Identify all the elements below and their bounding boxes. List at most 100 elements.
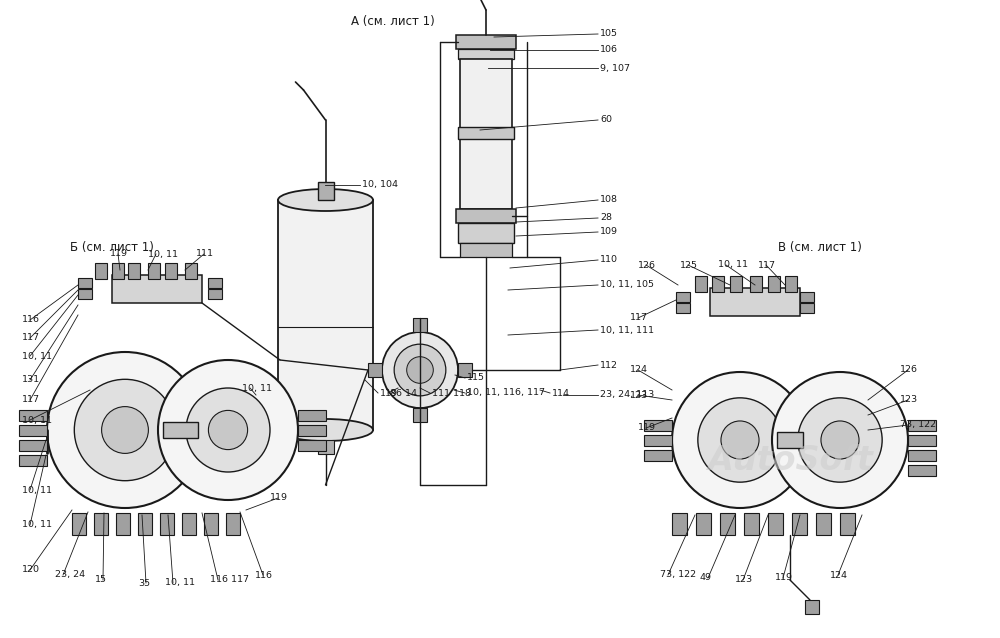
Bar <box>72 513 86 535</box>
Text: 49: 49 <box>700 574 712 582</box>
Bar <box>800 303 814 313</box>
Text: 124: 124 <box>830 570 848 579</box>
Text: 106: 106 <box>600 45 618 54</box>
Bar <box>456 209 516 223</box>
Bar <box>458 126 514 138</box>
Bar <box>908 420 936 431</box>
Bar <box>185 263 197 279</box>
Text: 117: 117 <box>758 260 776 269</box>
Text: 73, 122: 73, 122 <box>900 420 936 429</box>
Text: 10, 11, 111: 10, 11, 111 <box>600 325 654 334</box>
Text: 119: 119 <box>380 389 398 397</box>
Bar <box>712 276 724 292</box>
Circle shape <box>102 406 148 454</box>
Bar <box>458 363 472 377</box>
Text: 111: 111 <box>196 249 214 258</box>
Bar <box>908 465 936 476</box>
Text: 9, 107: 9, 107 <box>600 64 630 73</box>
Circle shape <box>394 344 446 396</box>
Circle shape <box>821 421 859 459</box>
Bar <box>95 263 107 279</box>
Bar <box>768 276 780 292</box>
Text: 115: 115 <box>467 373 485 383</box>
Bar <box>19 455 47 466</box>
Bar <box>160 513 174 535</box>
Text: 120: 120 <box>22 565 40 574</box>
Text: AutoSoft: AutoSoft <box>707 443 873 477</box>
Bar <box>805 600 819 614</box>
Bar <box>460 243 512 257</box>
Bar <box>908 450 936 461</box>
Bar <box>460 59 512 209</box>
Text: 119: 119 <box>638 424 656 433</box>
Text: 125: 125 <box>680 260 698 269</box>
Text: 117: 117 <box>22 396 40 404</box>
Bar <box>800 292 814 302</box>
Bar <box>128 263 140 279</box>
Bar <box>458 49 514 59</box>
Bar <box>768 513 783 535</box>
Bar <box>318 440 334 454</box>
Text: 117: 117 <box>630 313 648 322</box>
Bar <box>644 450 672 461</box>
Bar <box>816 513 831 535</box>
Text: 110: 110 <box>600 255 618 265</box>
Circle shape <box>158 360 298 500</box>
Circle shape <box>672 372 808 508</box>
Text: 108: 108 <box>600 195 618 205</box>
Text: В (см. лист 1): В (см. лист 1) <box>778 242 862 255</box>
Text: 23, 24, 113: 23, 24, 113 <box>600 390 654 399</box>
Bar <box>368 363 382 377</box>
Text: 10, 11, 116, 117: 10, 11, 116, 117 <box>467 389 545 397</box>
Text: 131: 131 <box>22 376 40 385</box>
Bar <box>644 420 672 431</box>
Text: 111 118: 111 118 <box>432 389 471 397</box>
Text: 123: 123 <box>900 396 918 404</box>
Text: 119: 119 <box>270 494 288 503</box>
Text: 86 14: 86 14 <box>390 389 417 397</box>
Bar <box>730 276 742 292</box>
Bar <box>94 513 108 535</box>
Circle shape <box>47 352 203 508</box>
Bar <box>840 513 855 535</box>
Bar <box>298 410 326 421</box>
Text: 35: 35 <box>138 579 150 588</box>
Bar <box>676 292 690 302</box>
Bar <box>696 513 711 535</box>
Text: 116 117: 116 117 <box>210 575 249 584</box>
Text: 10, 11: 10, 11 <box>718 260 748 269</box>
Text: 10, 104: 10, 104 <box>362 181 398 189</box>
Text: 123: 123 <box>735 575 753 584</box>
Bar <box>208 278 222 288</box>
Bar <box>163 422 198 438</box>
Text: 15: 15 <box>95 575 107 584</box>
Text: 109: 109 <box>600 228 618 237</box>
Text: 105: 105 <box>600 29 618 38</box>
Text: 10, 11, 105: 10, 11, 105 <box>600 281 654 290</box>
Circle shape <box>407 357 433 383</box>
Bar <box>19 410 47 421</box>
Text: 10, 11: 10, 11 <box>22 415 52 424</box>
Circle shape <box>798 398 882 482</box>
Text: 126: 126 <box>638 260 656 269</box>
Bar <box>710 288 800 316</box>
Text: 117: 117 <box>22 334 40 343</box>
Text: А (см. лист 1): А (см. лист 1) <box>351 15 435 29</box>
Bar <box>112 275 202 303</box>
Circle shape <box>208 410 248 450</box>
Bar <box>148 263 160 279</box>
Bar <box>720 513 735 535</box>
Text: 116: 116 <box>22 316 40 325</box>
Text: 73, 122: 73, 122 <box>660 570 696 579</box>
Text: Б (см. лист 1): Б (см. лист 1) <box>70 242 154 255</box>
Bar <box>672 513 687 535</box>
Ellipse shape <box>278 189 373 211</box>
Text: 10, 11: 10, 11 <box>22 486 52 494</box>
Bar <box>116 513 130 535</box>
Text: 23, 24: 23, 24 <box>55 570 85 579</box>
Text: 116: 116 <box>255 570 273 579</box>
Circle shape <box>721 421 759 459</box>
Bar <box>695 276 707 292</box>
Bar <box>777 432 803 448</box>
Circle shape <box>382 332 458 408</box>
